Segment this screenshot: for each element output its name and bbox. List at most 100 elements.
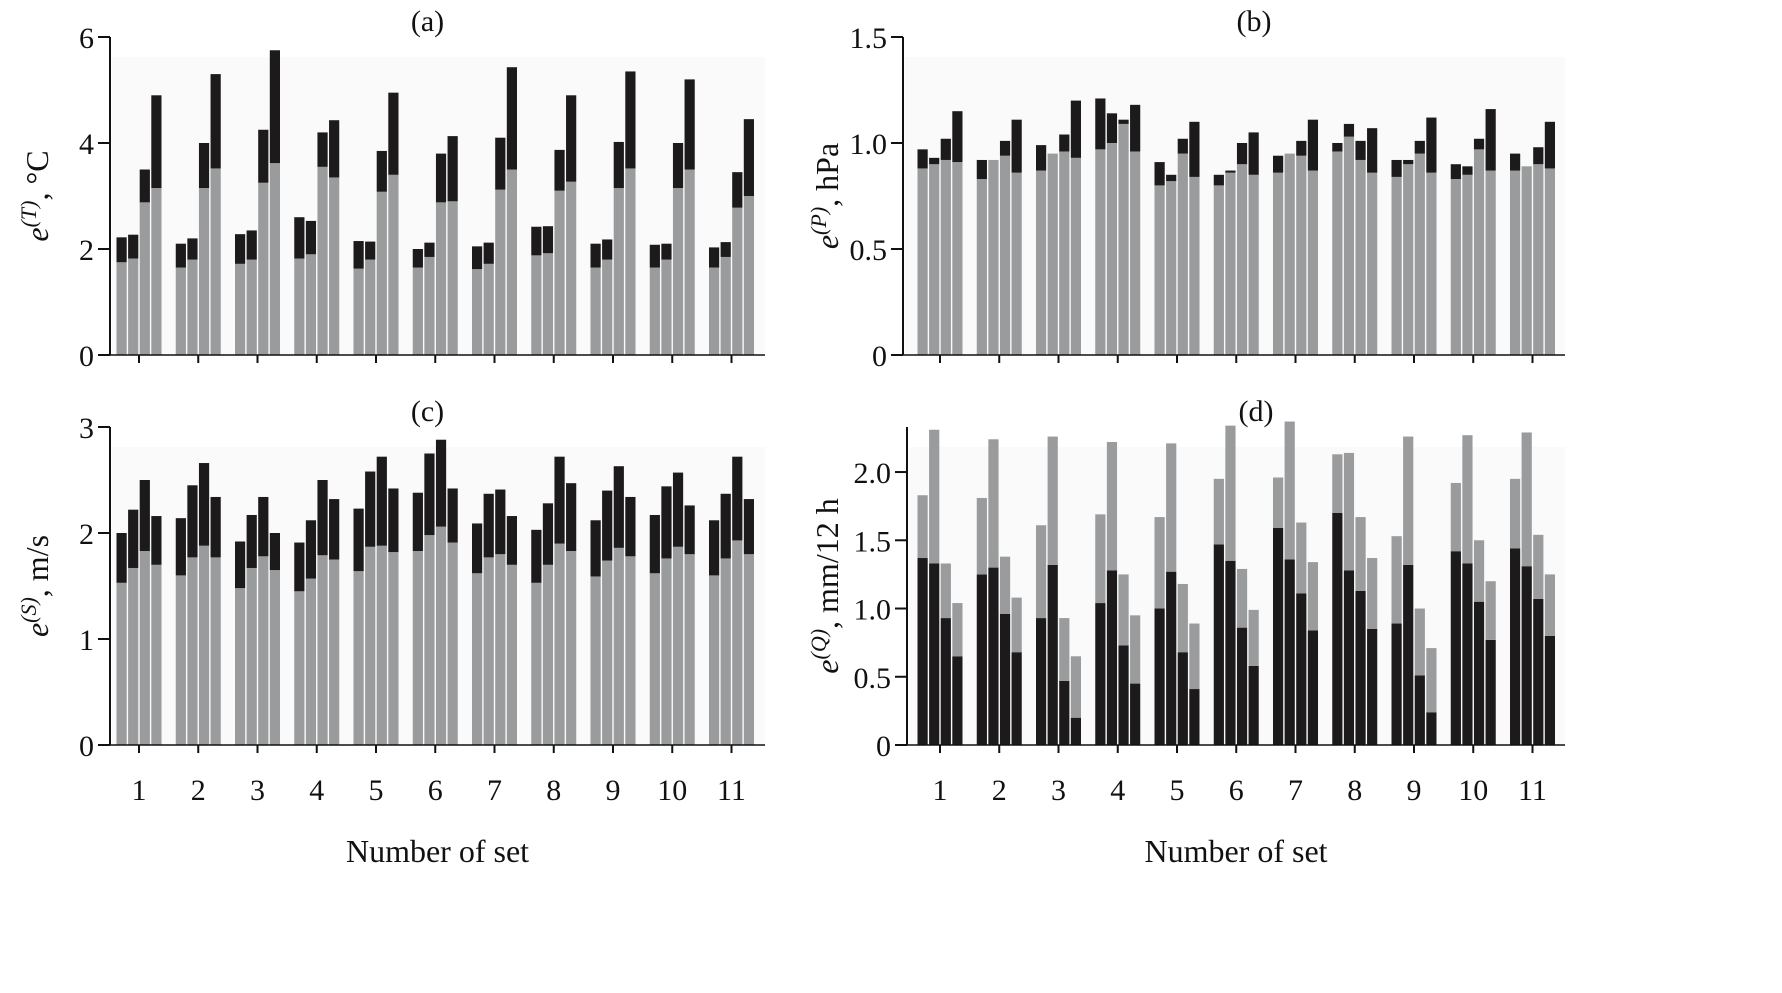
bar-lower-set5-3 [376, 191, 387, 355]
bar-lower-set9-3 [1414, 675, 1425, 745]
bar-lower-set4-1 [294, 258, 305, 355]
bar-lower-set1-4 [952, 656, 963, 745]
bar-lower-set10-4 [1485, 639, 1496, 745]
bar-lower-set1-2 [128, 258, 139, 355]
bar-upper-set10-3 [672, 472, 684, 547]
bar-upper-set4-2 [305, 220, 317, 255]
bar-lower-set7-2 [483, 557, 494, 745]
bar-upper-set4-1 [1095, 98, 1106, 150]
bar-upper-set6-1 [1213, 478, 1224, 545]
bar-upper-set4-2 [1106, 113, 1118, 143]
bar-upper-set3-1 [235, 234, 246, 264]
bar-upper-set9-2 [602, 239, 613, 260]
bar-upper-set11-3 [732, 172, 743, 208]
bar-upper-set7-1 [472, 523, 483, 574]
x-tick-label: 7 [1288, 774, 1303, 807]
bar-lower-set6-3 [1236, 627, 1248, 745]
bar-lower-set2-4 [210, 557, 221, 745]
bar-upper-set4-2 [305, 520, 317, 579]
bar-lower-set5-2 [365, 546, 376, 745]
bar-upper-set3-4 [269, 50, 280, 164]
bar-upper-set11-4 [1544, 574, 1555, 636]
y-label-unit: , hPa [809, 143, 845, 207]
bar-upper-set8-1 [1332, 454, 1343, 513]
bar-upper-set2-4 [210, 74, 221, 169]
bar-upper-set7-4 [506, 516, 517, 565]
panel-label: (d) [1239, 395, 1274, 428]
bar-lower-set9-2 [1403, 164, 1414, 355]
bar-upper-set5-4 [388, 488, 399, 553]
bar-upper-set2-1 [976, 159, 987, 180]
bar-upper-set1-1 [917, 149, 928, 169]
bar-upper-set1-3 [940, 563, 951, 619]
bar-lower-set10-1 [649, 573, 660, 745]
bar-upper-set6-1 [412, 249, 423, 268]
bar-upper-set6-3 [435, 153, 447, 203]
bar-upper-set11-1 [1510, 478, 1521, 549]
bar-lower-set1-3 [139, 202, 150, 355]
bar-lower-set5-1 [353, 268, 364, 355]
bar-upper-set3-1 [235, 541, 246, 589]
bar-upper-set10-3 [1473, 540, 1485, 602]
bar-upper-set8-2 [542, 503, 554, 565]
bar-lower-set8-1 [531, 582, 542, 745]
bar-upper-set5-2 [365, 241, 376, 260]
x-tick-label: 1 [132, 774, 147, 807]
bar-upper-set2-3 [999, 556, 1011, 614]
y-tick-label: 2.0 [854, 457, 892, 490]
bar-lower-set11-4 [743, 196, 754, 355]
bar-upper-set11-3 [1533, 147, 1544, 165]
x-tick-label: 4 [1110, 774, 1125, 807]
y-axis-label: e(S), m/s [16, 535, 55, 637]
y-label-superscript: (S) [16, 597, 41, 623]
bar-lower-set5-4 [1189, 176, 1200, 355]
bar-lower-set11-3 [732, 540, 743, 745]
bar-lower-set4-2 [1106, 143, 1118, 355]
y-label-superscript: (T) [16, 201, 41, 228]
bar-lower-set8-1 [1332, 151, 1343, 355]
y-label-unit: , m/s [19, 535, 55, 597]
bar-upper-set4-4 [329, 120, 340, 178]
bar-lower-set6-1 [412, 551, 423, 745]
bar-upper-set10-2 [661, 486, 672, 559]
x-tick-label: 6 [1229, 774, 1244, 807]
bar-upper-set5-3 [1177, 138, 1188, 154]
bar-lower-set5-1 [1154, 608, 1165, 745]
bar-lower-set1-2 [128, 567, 139, 745]
bar-lower-set6-3 [435, 526, 447, 745]
x-tick-label: 3 [1051, 774, 1066, 807]
bar-lower-set5-1 [353, 571, 364, 745]
bar-lower-set2-2 [187, 557, 198, 745]
bar-upper-set7-2 [483, 493, 494, 558]
bar-upper-set3-1 [1036, 525, 1047, 619]
bar-upper-set11-3 [732, 456, 743, 541]
bar-lower-set10-3 [672, 546, 684, 745]
bar-upper-set8-4 [566, 483, 577, 552]
bar-upper-set8-3 [554, 149, 565, 191]
bar-lower-set1-3 [940, 618, 951, 745]
bar-lower-set5-4 [388, 174, 399, 355]
bar-lower-set3-3 [258, 182, 269, 355]
bar-lower-set7-2 [1284, 559, 1295, 745]
bar-lower-set7-4 [506, 169, 517, 355]
bar-upper-set7-1 [1273, 155, 1284, 173]
bar-lower-set8-4 [1367, 628, 1378, 745]
bar-lower-set7-1 [472, 269, 483, 355]
bar-lower-set1-4 [952, 162, 963, 355]
bar-upper-set3-4 [269, 533, 280, 571]
bar-upper-set5-4 [1189, 121, 1200, 177]
y-tick-label: 0 [872, 340, 887, 373]
bar-lower-set5-3 [1177, 153, 1188, 355]
bar-upper-set10-1 [649, 514, 660, 574]
bar-lower-set3-1 [235, 263, 246, 355]
bar-lower-set6-2 [1225, 560, 1236, 745]
bar-upper-set10-1 [649, 244, 660, 268]
bar-lower-set8-4 [1367, 172, 1378, 355]
bar-upper-set9-4 [1426, 117, 1437, 173]
x-tick-label: 1 [933, 774, 948, 807]
bar-upper-set7-1 [472, 246, 483, 270]
bar-lower-set11-1 [709, 267, 720, 355]
bar-upper-set6-3 [1236, 143, 1248, 165]
bar-lower-set8-3 [1355, 590, 1366, 745]
bar-lower-set2-3 [999, 613, 1011, 745]
